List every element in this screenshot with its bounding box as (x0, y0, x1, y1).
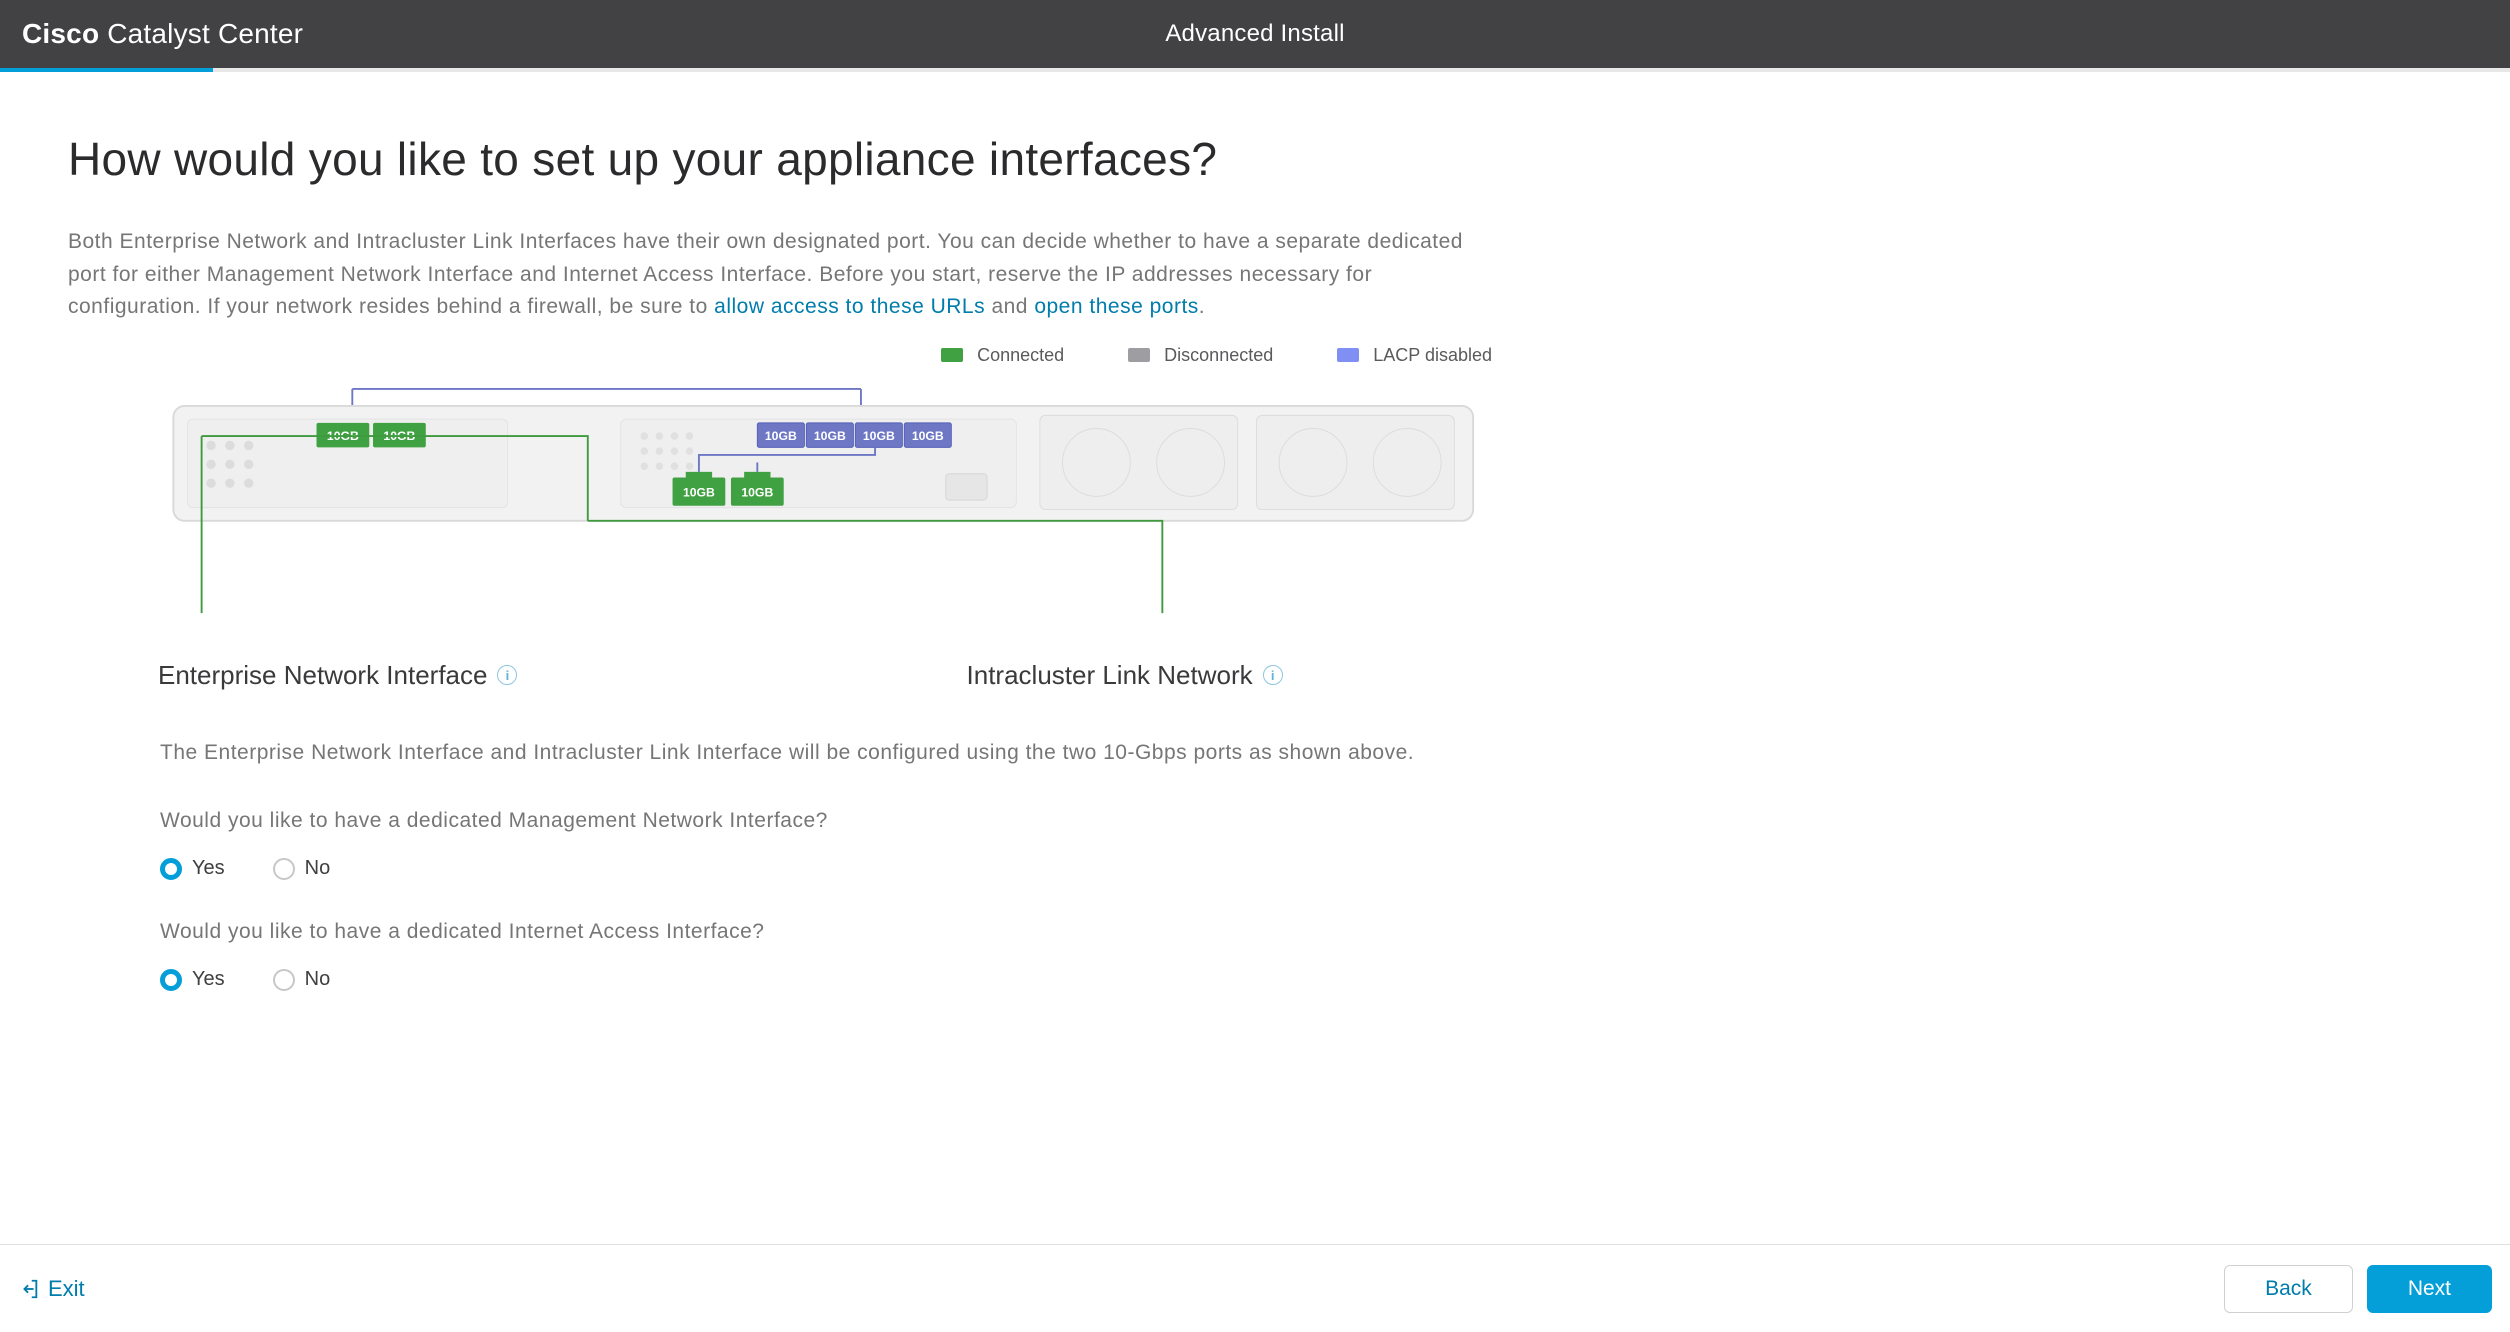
brand-rest: Catalyst Center (107, 18, 303, 49)
legend-lacp: LACP disabled (1337, 345, 1492, 366)
link-allow-urls[interactable]: allow access to these URLs (714, 295, 985, 318)
exit-label: Exit (48, 1276, 85, 1302)
svg-text:10GB: 10GB (814, 428, 846, 442)
legend-disconnected: Disconnected (1128, 345, 1273, 366)
radio-mgmt-no-label: No (305, 857, 331, 880)
radio-group-mgmt: Yes No (160, 857, 1492, 880)
next-label: Next (2408, 1277, 2451, 1301)
intro-text-2: and (991, 295, 1034, 318)
appliance-diagram: 10GB 10GB 10GB 10GB 10GB 10GB (98, 372, 1492, 632)
label-enterprise-text: Enterprise Network Interface (158, 660, 487, 691)
swatch-disconnected (1128, 348, 1150, 362)
legend-connected-label: Connected (977, 345, 1064, 366)
legend-lacp-label: LACP disabled (1373, 345, 1492, 366)
exit-button[interactable]: Exit (18, 1276, 85, 1302)
footer: Exit Back Next (0, 1244, 2510, 1332)
interface-labels: Enterprise Network Interface i Intraclus… (98, 660, 1492, 691)
brand: Cisco Catalyst Center (22, 18, 303, 50)
question-inet: Would you like to have a dedicated Inter… (160, 920, 1492, 944)
page-subtitle: Advanced Install (0, 20, 2510, 48)
info-icon[interactable]: i (1263, 665, 1283, 685)
legend-connected: Connected (941, 345, 1064, 366)
radio-mgmt-yes-label: Yes (192, 857, 225, 880)
radio-group-inet: Yes No (160, 968, 1492, 991)
brand-bold: Cisco (22, 18, 99, 49)
svg-text:10GB: 10GB (683, 485, 715, 499)
next-button[interactable]: Next (2367, 1265, 2492, 1313)
content: How would you like to set up your applia… (0, 72, 1560, 1031)
radio-dot-icon (273, 969, 295, 991)
radio-mgmt-yes[interactable]: Yes (160, 857, 225, 880)
legend: Connected Disconnected LACP disabled (68, 345, 1492, 366)
exit-icon (18, 1278, 40, 1300)
radio-inet-no-label: No (305, 968, 331, 991)
svg-text:10GB: 10GB (741, 485, 773, 499)
page-title: How would you like to set up your applia… (68, 132, 1492, 186)
radio-mgmt-no[interactable]: No (273, 857, 331, 880)
link-open-ports[interactable]: open these ports (1034, 295, 1198, 318)
diagram-svg: 10GB 10GB 10GB 10GB 10GB 10GB (98, 372, 1492, 632)
swatch-lacp (1337, 348, 1359, 362)
svg-text:10GB: 10GB (912, 428, 944, 442)
svg-text:10GB: 10GB (765, 428, 797, 442)
page-scroll[interactable]: How would you like to set up your applia… (0, 72, 2510, 1244)
svg-text:10GB: 10GB (863, 428, 895, 442)
radio-dot-icon (160, 969, 182, 991)
app-header: Cisco Catalyst Center Advanced Install (0, 0, 2510, 68)
radio-dot-icon (160, 858, 182, 880)
label-intracluster: Intracluster Link Network i (967, 660, 1283, 691)
radio-dot-icon (273, 858, 295, 880)
swatch-connected (941, 348, 963, 362)
back-button[interactable]: Back (2224, 1265, 2353, 1313)
label-enterprise: Enterprise Network Interface i (158, 660, 967, 691)
label-intracluster-text: Intracluster Link Network (967, 660, 1253, 691)
info-icon[interactable]: i (497, 665, 517, 685)
radio-inet-yes-label: Yes (192, 968, 225, 991)
legend-disconnected-label: Disconnected (1164, 345, 1273, 366)
radio-inet-no[interactable]: No (273, 968, 331, 991)
intro-paragraph: Both Enterprise Network and Intracluster… (68, 226, 1492, 324)
back-label: Back (2265, 1277, 2312, 1301)
intro-text-3: . (1199, 295, 1205, 318)
radio-inet-yes[interactable]: Yes (160, 968, 225, 991)
question-mgmt: Would you like to have a dedicated Manag… (160, 809, 1492, 833)
body-description: The Enterprise Network Interface and Int… (160, 737, 1492, 770)
